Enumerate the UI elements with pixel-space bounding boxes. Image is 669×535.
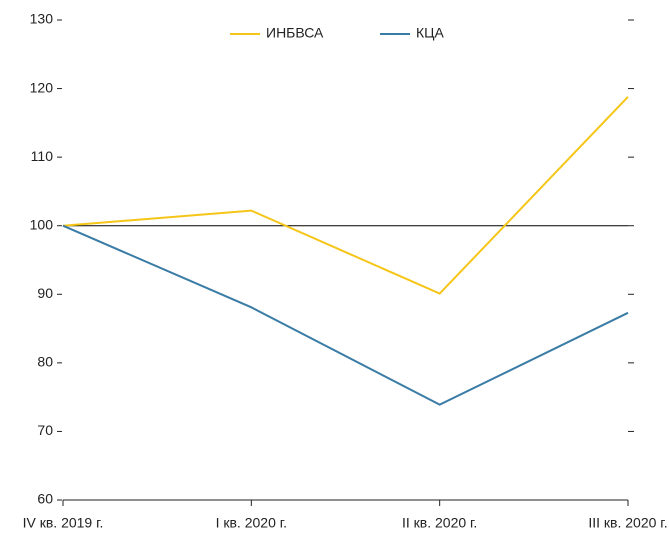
y-tick-label: 80 xyxy=(37,354,53,370)
series-line xyxy=(62,96,629,295)
y-tick-label: 100 xyxy=(30,216,54,232)
y-tick-label: 120 xyxy=(30,79,54,95)
x-tick-label: IV кв. 2019 г. xyxy=(23,515,104,531)
x-tick-label: III кв. 2020 г. xyxy=(588,515,667,531)
x-tick-label: II кв. 2020 г. xyxy=(402,515,477,531)
legend-label: КЦА xyxy=(416,25,445,41)
x-tick-label: I кв. 2020 г. xyxy=(216,515,287,531)
y-tick-label: 70 xyxy=(37,422,53,438)
y-tick-label: 110 xyxy=(31,148,54,164)
y-tick-label: 90 xyxy=(37,285,53,301)
legend-label: ИНБВСА xyxy=(266,25,324,41)
series-line xyxy=(62,224,629,406)
y-tick-label: 60 xyxy=(37,491,53,507)
y-tick-label: 130 xyxy=(30,11,54,27)
